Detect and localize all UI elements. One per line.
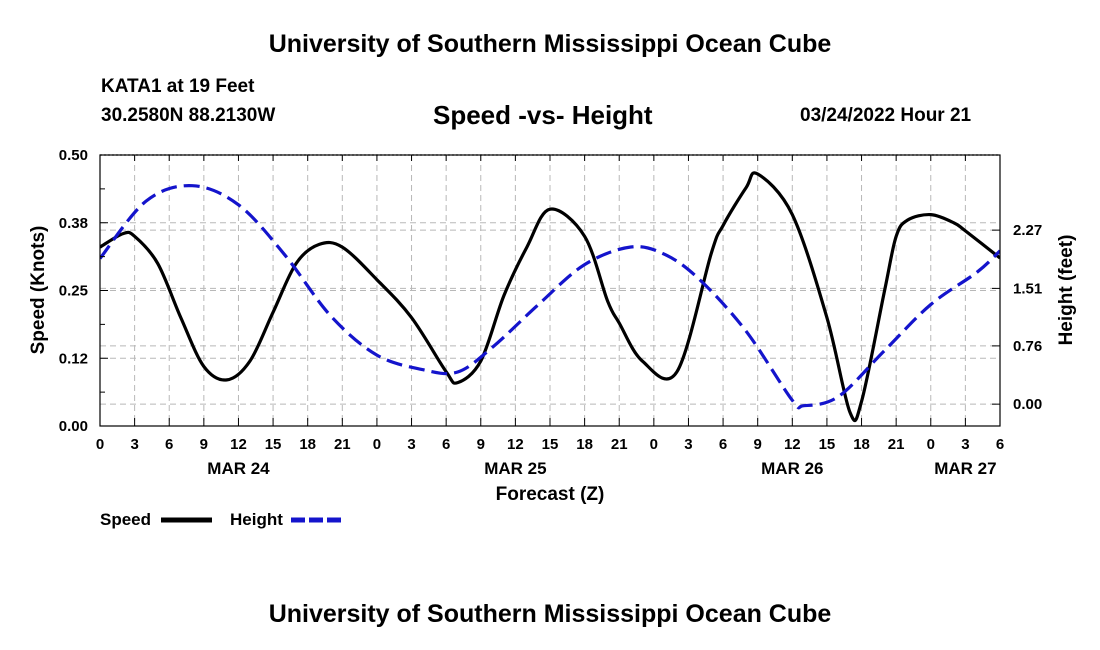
x-axis-label: Forecast (Z) xyxy=(496,484,605,505)
height-series-line xyxy=(100,184,1000,410)
x-tick-label: 3 xyxy=(130,436,138,453)
station-label: KATA1 at 19 Feet xyxy=(101,76,255,97)
x-tick-label: 18 xyxy=(853,436,870,453)
y-tick-label: 0.50 xyxy=(59,147,88,164)
y2-tick-label: 2.27 xyxy=(1013,222,1042,239)
x-tick-label: 9 xyxy=(200,436,208,453)
x-tick-label: 21 xyxy=(611,436,628,453)
y-tick-label: 0.12 xyxy=(59,350,88,367)
x-tick-label: 3 xyxy=(684,436,692,453)
x-tick-label: 21 xyxy=(888,436,905,453)
y-axis-label: Speed (Knots) xyxy=(28,226,49,355)
x-tick-label: 9 xyxy=(754,436,762,453)
y2-tick-label: 0.76 xyxy=(1013,338,1042,355)
footer-title: University of Southern Mississippi Ocean… xyxy=(268,600,832,628)
x-tick-label: 15 xyxy=(819,436,836,453)
x-tick-label: 0 xyxy=(927,436,935,453)
y2-tick-label: 0.00 xyxy=(1013,396,1042,413)
x-tick-label: 18 xyxy=(576,436,593,453)
speed-series-line xyxy=(100,171,1000,423)
series-group xyxy=(100,171,1000,423)
y-tick-label: 0.00 xyxy=(59,418,88,435)
y2-tick-label: 1.51 xyxy=(1013,280,1042,297)
day-label: MAR 27 xyxy=(934,459,996,478)
x-tick-label: 0 xyxy=(373,436,381,453)
x-tick-label: 3 xyxy=(961,436,969,453)
speed-height-chart: 0 3 6 9 12 15 18 21 0 3 6 9 12 15 18 21 0 3 6 9 12 15 18 21 0 3 6M… xyxy=(28,147,1077,529)
x-tick-label: 15 xyxy=(542,436,559,453)
x-tick-label: 15 xyxy=(265,436,282,453)
y-tick-label: 0.38 xyxy=(59,215,88,232)
legend-height-label: Height xyxy=(230,510,283,529)
x-tick-label: 0 xyxy=(650,436,658,453)
x-tick-label: 6 xyxy=(165,436,173,453)
legend-speed-label: Speed xyxy=(100,510,151,529)
x-tick-label: 6 xyxy=(719,436,727,453)
forecast-datetime: 03/24/2022 Hour 21 xyxy=(800,105,972,126)
x-tick-label: 9 xyxy=(477,436,485,453)
x-tick-label: 21 xyxy=(334,436,351,453)
page-title: University of Southern Mississippi Ocean… xyxy=(268,30,832,58)
x-tick-label: 12 xyxy=(784,436,801,453)
day-label: MAR 24 xyxy=(207,459,270,478)
axes: 0 3 6 9 12 15 18 21 0 3 6 9 12 15 18 21 0 3 6 9 12 15 18 21 0 3 6M… xyxy=(59,147,1042,478)
day-label: MAR 26 xyxy=(761,459,823,478)
chart-subtitle: Speed -vs- Height xyxy=(433,100,653,130)
x-tick-label: 0 xyxy=(96,436,104,453)
station-coordinates: 30.2580N 88.2130W xyxy=(101,105,276,126)
x-tick-label: 3 xyxy=(407,436,415,453)
x-tick-label: 12 xyxy=(230,436,247,453)
y2-axis-label: Height (feet) xyxy=(1056,235,1077,346)
day-label: MAR 25 xyxy=(484,459,546,478)
x-tick-label: 6 xyxy=(442,436,450,453)
x-tick-label: 12 xyxy=(507,436,524,453)
legend: Speed Height xyxy=(100,510,342,529)
x-tick-label: 18 xyxy=(299,436,316,453)
y-tick-label: 0.25 xyxy=(59,283,88,300)
x-tick-label: 6 xyxy=(996,436,1004,453)
